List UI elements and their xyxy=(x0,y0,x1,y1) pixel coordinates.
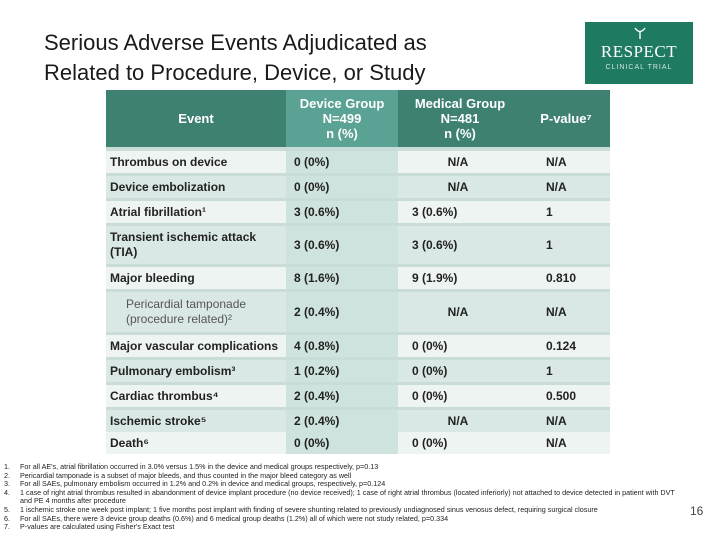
table-header: Event Device Group N=499 n (%) Medical G… xyxy=(106,90,610,147)
table-row: Cardiac thrombus⁴ 2 (0.4%) 0 (0%) 0.500 xyxy=(106,385,610,407)
footnote: 6. For all SAEs, there were 3 device grou… xyxy=(4,513,449,523)
footnote: 4. 1 case of right atrial thrombus result… xyxy=(4,487,675,506)
header-p-value: P-value⁷ xyxy=(540,111,592,126)
logo-subtitle: CLINICAL TRIAL xyxy=(605,64,673,71)
table-row: Thrombus on device 0 (0%) N/A N/A xyxy=(106,151,610,173)
header-device-group: Device Group N=499 n (%) xyxy=(299,96,385,141)
table-row: Major vascular complications 4 (0.8%) 0 … xyxy=(106,335,610,357)
title-line-1: Serious Adverse Events Adjudicated as xyxy=(44,30,427,55)
footnote: 7. P-values are calculated using Fisher's… xyxy=(4,522,175,532)
page-number: 16 xyxy=(690,504,704,518)
adverse-events-table: Event Device Group N=499 n (%) Medical G… xyxy=(106,90,610,454)
footnote: 5. 1 ischemic stroke one week post implan… xyxy=(4,504,598,514)
table-row: Ischemic stroke⁵ 2 (0.4%) N/A N/A xyxy=(106,410,610,432)
footnotes: 1. For all AE's, atrial fibrillation occu… xyxy=(4,462,684,532)
footnote: 2. Pericardial tamponade is a subset of m… xyxy=(4,470,352,480)
table-row: Device embolization 0 (0%) N/A N/A xyxy=(106,176,610,198)
slide-title: Serious Adverse Events Adjudicated as Re… xyxy=(44,28,544,88)
header-event: Event xyxy=(178,111,214,126)
table-row: Death⁶ 0 (0%) 0 (0%) N/A xyxy=(106,432,610,454)
logo-wordmark: RESPECT xyxy=(600,42,678,61)
table-row: Atrial fibrillation¹ 3 (0.6%) 3 (0.6%) 1 xyxy=(106,201,610,223)
respect-logo: RESPECT CLINICAL TRIAL xyxy=(585,22,693,84)
header-medical-group: Medical Group N=481 n (%) xyxy=(414,96,506,141)
table-row: Pulmonary embolism³ 1 (0.2%) 0 (0%) 1 xyxy=(106,360,610,382)
table-row: Major bleeding 8 (1.6%) 9 (1.9%) 0.810 xyxy=(106,267,610,289)
logo-emblem-icon xyxy=(634,27,646,39)
table-row: Pericardial tamponade (procedure related… xyxy=(106,292,610,332)
title-line-2: Related to Procedure, Device, or Study xyxy=(44,60,426,85)
footnote: 3. For all SAEs, pulmonary embolism occur… xyxy=(4,479,386,489)
table-row: Transient ischemic attack (TIA) 3 (0.6%)… xyxy=(106,226,610,264)
footnote: 1. For all AE's, atrial fibrillation occu… xyxy=(4,462,379,471)
